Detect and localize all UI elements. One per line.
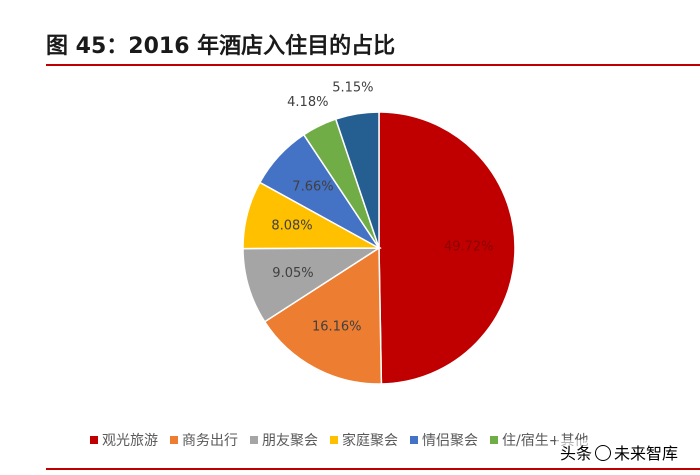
pie-slice-0 — [378, 111, 516, 385]
legend-swatch-1 — [170, 436, 178, 444]
figure-title: 图 45：2016 年酒店入住目的占比 — [46, 34, 396, 59]
legend-item-3: 家庭聚会 — [330, 430, 398, 450]
legend-item-2: 朋友聚会 — [250, 430, 318, 450]
watermark-logo-icon — [594, 445, 611, 461]
pie-slice-6 — [334, 111, 380, 249]
legend-item-4: 情侣聚会 — [410, 430, 478, 450]
pie-label-2: 9.05% — [272, 266, 313, 281]
legend-label-3: 家庭聚会 — [342, 433, 398, 449]
legend-swatch-3 — [330, 436, 338, 444]
pie-slice-1 — [263, 246, 383, 385]
legend-swatch-4 — [410, 436, 418, 444]
chart-legend: 观光旅游 商务出行 朋友聚会 家庭聚会 情侣聚会 住/宿生+其他 — [90, 430, 588, 450]
pie-label-3: 8.08% — [271, 218, 312, 233]
pie-slices — [242, 111, 516, 385]
footer-divider — [46, 468, 700, 470]
legend-item-0: 观光旅游 — [90, 430, 158, 450]
pie-labels: 49.72% 16.16% 9.05% 8.08% 7.66% 4.18% 5.15% — [271, 81, 493, 335]
legend-swatch-0 — [90, 436, 98, 444]
pie-label-1: 16.16% — [312, 320, 362, 335]
legend-label-1: 商务出行 — [182, 433, 238, 449]
watermark: 头条 未来智库 — [555, 440, 682, 464]
legend-swatch-5 — [490, 436, 498, 444]
legend-label-0: 观光旅游 — [102, 433, 158, 449]
legend-label-4: 情侣聚会 — [422, 433, 478, 449]
pie-label-0: 49.72% — [444, 240, 494, 255]
title-divider — [46, 64, 700, 66]
pie-label-6: 5.15% — [332, 81, 373, 96]
pie-label-4: 7.66% — [292, 180, 333, 195]
watermark-left: 头条 — [559, 444, 592, 463]
legend-label-2: 朋友聚会 — [262, 433, 318, 449]
pie-label-5: 4.18% — [287, 95, 328, 110]
legend-swatch-2 — [250, 436, 258, 444]
legend-item-1: 商务出行 — [170, 430, 238, 450]
watermark-right: 未来智库 — [613, 444, 678, 463]
